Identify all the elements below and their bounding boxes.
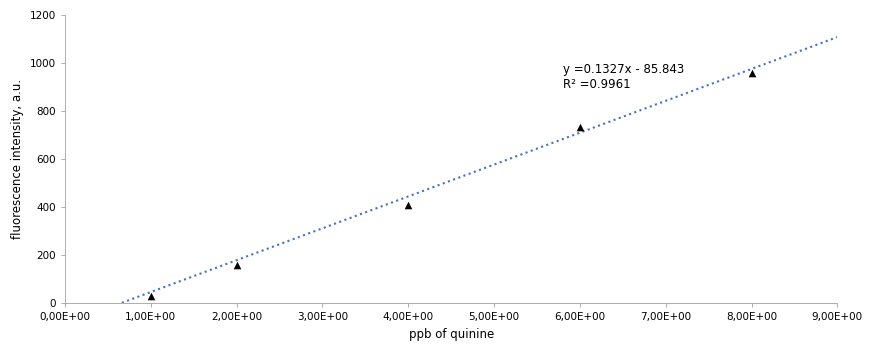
X-axis label: ppb of quinine: ppb of quinine	[408, 328, 494, 341]
Point	[572, 124, 586, 130]
Point	[230, 262, 244, 268]
Point	[143, 293, 157, 299]
Point	[745, 70, 759, 76]
Text: y =0.1327x - 85.843
R² =0.9961: y =0.1327x - 85.843 R² =0.9961	[563, 63, 684, 91]
Point	[401, 202, 415, 208]
Y-axis label: fluorescence intensity, a.u.: fluorescence intensity, a.u.	[11, 79, 24, 239]
